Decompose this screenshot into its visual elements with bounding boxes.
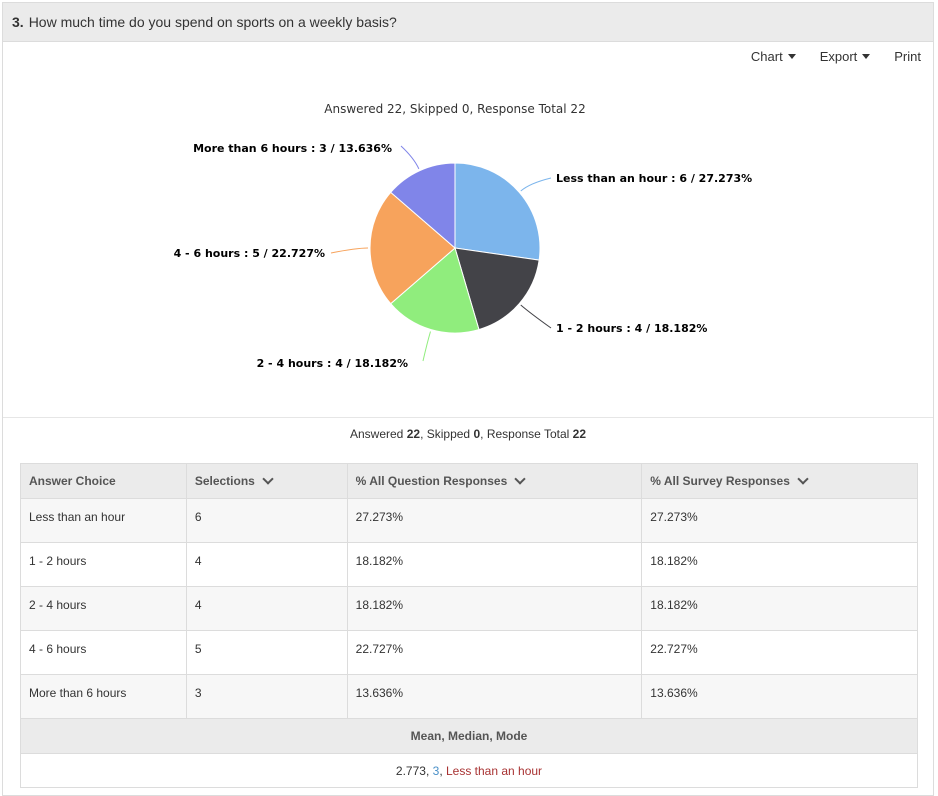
pie-label-connector <box>520 304 552 329</box>
question-text: How much time do you spend on sports on … <box>28 14 397 30</box>
selections-cell: 4 <box>185 586 348 631</box>
pie-data-label: Less than an hour : 6 / 27.273% <box>556 172 752 185</box>
mean-value: 2.773 <box>395 763 426 778</box>
results-table: Answer Choice Selections % All Question … <box>20 463 918 788</box>
pie-slice[interactable] <box>390 162 456 250</box>
pie-label-connector <box>400 145 420 170</box>
survey-percent-cell: 22.727% <box>641 630 918 675</box>
selections-cell: 4 <box>185 542 348 587</box>
stats-header-row: Mean, Median, Mode <box>20 718 918 754</box>
pie-slice[interactable] <box>390 247 480 334</box>
answer-choice-cell: More than 6 hours <box>20 674 187 719</box>
export-dropdown-label: Export <box>819 49 858 64</box>
stats-values: 2.773, 3, Less than an hour <box>20 753 918 788</box>
caret-down-icon <box>787 54 796 59</box>
print-button[interactable]: Print <box>894 49 921 64</box>
median-value: 3 <box>432 763 440 778</box>
selections-cell: 3 <box>185 674 348 719</box>
chart-toolbar: Chart Export Print <box>751 49 921 64</box>
export-dropdown-button[interactable]: Export <box>820 49 871 64</box>
chart-dropdown-label: Chart <box>750 49 783 64</box>
pie-data-label: 1 - 2 hours : 4 / 18.182% <box>556 322 707 335</box>
question-number: 3. <box>12 14 24 30</box>
question-percent-cell: 22.727% <box>346 630 643 675</box>
answered-count: 22 <box>406 427 421 441</box>
table-row: 4 - 6 hours 5 22.727% 22.727% <box>20 630 918 675</box>
stats-values-row: 2.773, 3, Less than an hour <box>20 753 918 788</box>
pie-slice[interactable] <box>454 162 541 261</box>
table-row: More than 6 hours 3 13.636% 13.636% <box>20 674 918 719</box>
pie-slice[interactable] <box>369 191 456 305</box>
survey-percent-cell: 18.182% <box>641 542 918 587</box>
response-total: 22 <box>572 427 587 441</box>
pie-data-label: 2 - 4 hours : 4 / 18.182% <box>257 357 408 370</box>
pie-label-connector <box>422 331 431 362</box>
column-header-selections[interactable]: Selections <box>185 463 348 499</box>
chart-title: Answered 22, Skipped 0, Response Total 2… <box>324 102 585 116</box>
caret-down-icon <box>862 54 871 59</box>
stats-header: Mean, Median, Mode <box>20 718 918 754</box>
answer-choice-cell: 2 - 4 hours <box>20 586 187 631</box>
table-row: 2 - 4 hours 4 18.182% 18.182% <box>20 586 918 631</box>
pie-slice[interactable] <box>454 247 540 331</box>
answer-choice-cell: 4 - 6 hours <box>20 630 187 675</box>
question-percent-cell: 13.636% <box>346 674 643 719</box>
divider <box>3 417 933 418</box>
skipped-count: 0 <box>473 427 481 441</box>
question-percent-cell: 18.182% <box>346 542 643 587</box>
question-header: 3. How much time do you spend on sports … <box>3 3 933 42</box>
pie-chart-area: Answered 22, Skipped 0, Response Total 2… <box>3 43 933 418</box>
answer-choice-cell: 1 - 2 hours <box>20 542 187 587</box>
selections-cell: 5 <box>185 630 348 675</box>
question-percent-cell: 27.273% <box>346 498 643 543</box>
mode-value: Less than an hour <box>445 763 543 778</box>
table-header-row: Answer Choice Selections % All Question … <box>20 463 918 499</box>
print-label: Print <box>894 49 921 64</box>
table-row: Less than an hour 6 27.273% 27.273% <box>20 498 918 543</box>
answer-choice-cell: Less than an hour <box>20 498 187 543</box>
survey-percent-cell: 27.273% <box>641 498 918 543</box>
survey-percent-cell: 18.182% <box>641 586 918 631</box>
sort-chevron-icon[interactable] <box>262 473 274 485</box>
pie-data-label: More than 6 hours : 3 / 13.636% <box>193 142 392 155</box>
pie-label-connector <box>520 177 552 192</box>
column-header-survey-responses[interactable]: % All Survey Responses <box>641 463 918 499</box>
pie-label-connector <box>330 247 369 254</box>
pie-data-label: 4 - 6 hours : 5 / 22.727% <box>174 247 325 260</box>
sort-chevron-icon[interactable] <box>514 473 526 485</box>
column-header-question-responses[interactable]: % All Question Responses <box>346 463 643 499</box>
selections-cell: 6 <box>185 498 348 543</box>
pie-chart: Answered 22, Skipped 0, Response Total 2… <box>174 102 753 370</box>
table-row: 1 - 2 hours 4 18.182% 18.182% <box>20 542 918 587</box>
survey-percent-cell: 13.636% <box>641 674 918 719</box>
sort-chevron-icon[interactable] <box>797 473 809 485</box>
chart-dropdown-button[interactable]: Chart <box>751 49 796 64</box>
column-header-answer-choice: Answer Choice <box>20 463 187 499</box>
response-summary: Answered 22, Skipped 0, Response Total 2… <box>349 427 587 441</box>
question-percent-cell: 18.182% <box>346 586 643 631</box>
